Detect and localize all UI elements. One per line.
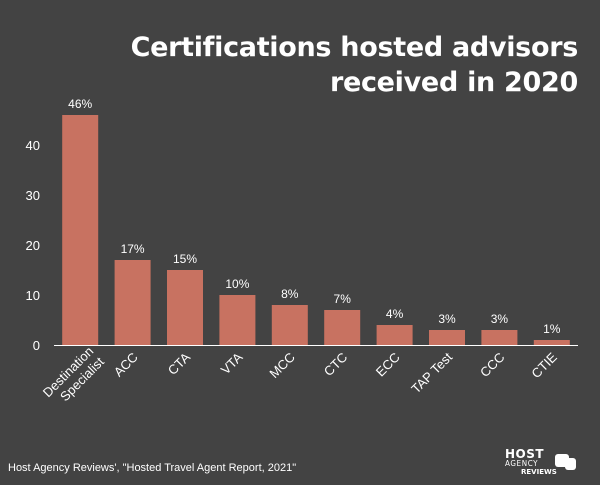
chart-title-line-1: Certifications hosted advisors	[130, 32, 579, 63]
x-tick-label-0: DestinationSpecialist	[40, 343, 107, 410]
data-label-8: 3%	[491, 312, 509, 326]
chart-title: Certifications hosted advisors received …	[58, 30, 579, 100]
bar-3	[219, 295, 256, 345]
logo-text-host: HOST	[505, 447, 545, 461]
logo-text-agency: AGENCY	[505, 459, 539, 468]
x-tick-labels: DestinationSpecialist ACC CTA VTA MCC CTC ECC T…	[40, 343, 560, 410]
bar-9	[533, 340, 570, 345]
x-tick-label-4: MCC	[266, 350, 298, 382]
data-label-7: 3%	[438, 312, 456, 326]
bar-1	[114, 260, 151, 345]
x-tick-label-8: CCC	[477, 350, 508, 381]
x-tick-label-7: TAP Test	[408, 349, 455, 396]
x-tick-label-2: CTA	[165, 349, 194, 378]
y-tick-label-4: 40	[26, 138, 40, 153]
bar-7	[429, 330, 465, 345]
data-label-9: 1%	[543, 322, 561, 336]
y-tick-label-1: 10	[26, 288, 40, 303]
bar-4	[271, 305, 308, 345]
bar-2	[167, 270, 203, 345]
bar-5	[324, 310, 361, 345]
x-tick-label-6: ECC	[373, 350, 403, 380]
x-tick-label-9: CTIE	[528, 349, 560, 381]
x-tick-label-3: VTA	[218, 349, 246, 377]
y-axis: 0 10 20 30 40	[26, 138, 578, 353]
data-labels: 46% 17% 15% 10% 8% 7% 4% 3% 3% 1%	[68, 97, 561, 336]
y-tick-label-0: 0	[33, 338, 40, 353]
data-label-3: 10%	[225, 277, 249, 291]
logo-text-reviews: REVIEWS	[521, 468, 557, 476]
host-agency-reviews-logo: HOST AGENCY REVIEWS	[505, 447, 583, 479]
bar-0	[62, 115, 99, 345]
x-tick-label-1: ACC	[111, 350, 141, 380]
data-label-1: 17%	[121, 242, 145, 256]
speech-bubble-icon-2	[565, 458, 576, 470]
y-tick-label-2: 20	[26, 238, 40, 253]
bars	[62, 115, 570, 345]
data-label-6: 4%	[386, 307, 404, 321]
data-label-2: 15%	[173, 252, 197, 266]
x-tick-label-5: CTC	[321, 350, 350, 379]
bar-8	[481, 330, 518, 345]
bar-6	[376, 325, 413, 345]
data-label-5: 7%	[334, 292, 352, 306]
y-tick-label-3: 30	[26, 188, 40, 203]
chart-title-line-2: received in 2020	[329, 67, 578, 98]
data-label-0: 46%	[68, 97, 92, 111]
data-label-4: 8%	[281, 287, 299, 301]
source-note: Host Agency Reviews', "Hosted Travel Age…	[8, 462, 297, 474]
